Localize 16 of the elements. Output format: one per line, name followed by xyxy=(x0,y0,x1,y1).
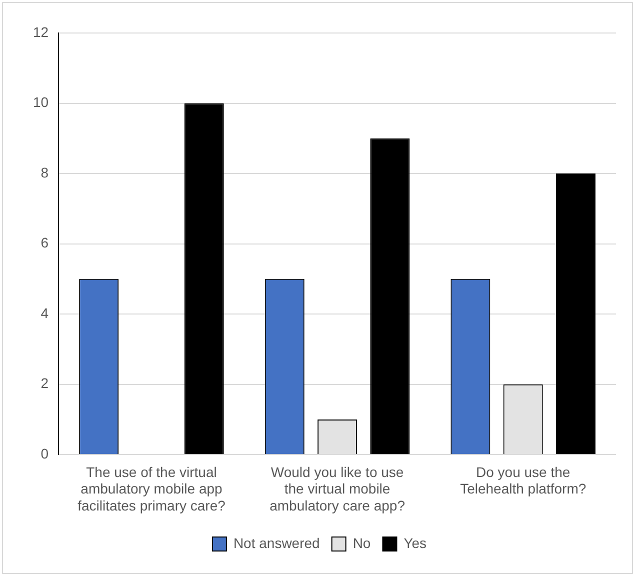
legend-label: Not answered xyxy=(233,534,320,551)
legend-label: No xyxy=(352,534,371,551)
y-tick-label: 2 xyxy=(40,375,49,392)
bar xyxy=(370,138,410,454)
y-tick-label: 12 xyxy=(32,24,49,40)
y-tick-label: 10 xyxy=(32,94,49,110)
bar xyxy=(184,103,224,454)
x-tick-label: The use of the virtual ambulatory mobile app facilitates primary care? xyxy=(78,464,226,514)
y-tick-label: 0 xyxy=(40,445,49,462)
y-tick-label: 6 xyxy=(40,234,49,251)
x-tick-label: Would you like to use the virtual mobile ambulatory care app? xyxy=(270,464,406,514)
y-tick-label: 4 xyxy=(40,304,49,321)
y-tick-label: 8 xyxy=(40,164,49,180)
x-tick-label: Do you use the Telehealth platform? xyxy=(460,464,586,497)
bar xyxy=(556,174,596,454)
legend-label: Yes xyxy=(404,534,427,551)
